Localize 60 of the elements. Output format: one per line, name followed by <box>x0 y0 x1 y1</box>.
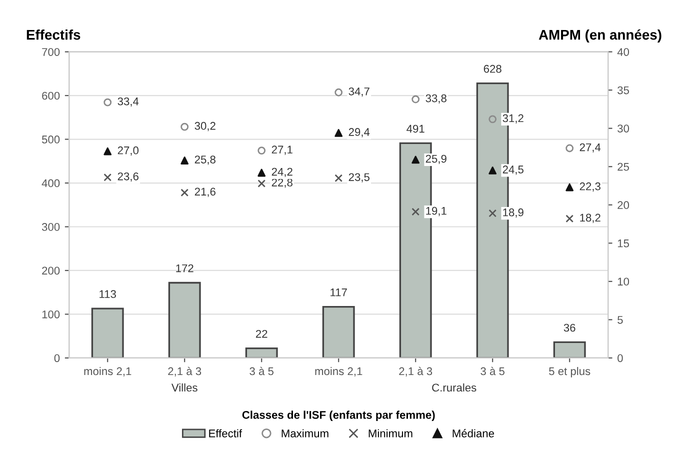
data-label: 27,1 <box>272 146 292 155</box>
x-tick-label: moins 2,1 <box>315 366 362 376</box>
data-label: 24,2 <box>272 168 292 178</box>
x-tick-label: 3 à 5 <box>480 366 504 376</box>
y2-tick-label: 30 <box>618 124 630 132</box>
data-label: 18,2 <box>580 214 600 223</box>
y-tick-label: 200 <box>42 266 60 275</box>
data-label: 29,4 <box>348 128 370 138</box>
y2-tick-label: 5 <box>618 316 623 324</box>
legend-label: Effectif <box>209 429 242 438</box>
y2-tick-label: 10 <box>618 278 630 286</box>
y-tick-label: 700 <box>42 48 60 56</box>
legend-label: Médiane <box>452 429 494 438</box>
y2-tick-label: 35 <box>618 86 629 94</box>
data-label: 23,5 <box>348 173 370 182</box>
data-label: 117 <box>330 288 347 296</box>
data-label: 25,8 <box>194 156 216 165</box>
data-label: 22 <box>256 330 268 338</box>
x-tick-label: 3 à 5 <box>250 366 274 376</box>
data-label: 33,8 <box>426 94 446 104</box>
data-label: 31,2 <box>502 114 524 124</box>
x-tick-label: 2,1 à 3 <box>399 366 432 376</box>
text: C.rurales <box>432 383 476 392</box>
data-label: 19,1 <box>426 206 446 216</box>
y2-tick-label: 25 <box>618 162 629 171</box>
y-tick-label: 0 <box>54 354 60 362</box>
y-tick-label: 400 <box>42 179 60 188</box>
x-tick-label: 5 et plus <box>549 366 590 378</box>
data-label: 27,4 <box>580 143 601 153</box>
data-label: 33,4 <box>118 97 139 107</box>
text: Villes <box>171 383 198 392</box>
data-label: 491 <box>406 124 424 133</box>
y2-tick-label: 40 <box>617 48 630 56</box>
y2-tick-label: 20 <box>618 201 630 210</box>
data-label: 23,6 <box>118 172 138 182</box>
x-tick-label: moins 2,1 <box>84 366 132 376</box>
data-label: 113 <box>100 290 116 298</box>
y-axis-title: Effectifs <box>26 30 80 40</box>
data-label: 34,7 <box>348 87 370 97</box>
data-label: 27,0 <box>118 146 139 156</box>
y2-axis-title: AMPM (en années) <box>538 29 662 42</box>
y-tick-label: 600 <box>42 92 60 100</box>
legend-label: Minimum <box>368 429 412 438</box>
data-label: 172 <box>176 264 194 272</box>
y-tick-label: 300 <box>42 223 60 231</box>
data-label: 25,9 <box>426 154 446 164</box>
data-label: 628 <box>484 64 502 73</box>
legend-label: Maximum <box>282 429 328 438</box>
data-label: 30,2 <box>194 122 216 132</box>
x-axis-title: Classes de l'ISF (enfants par femme) <box>242 410 435 422</box>
y-tick-label: 500 <box>42 136 60 144</box>
y2-tick-label: 15 <box>618 240 629 248</box>
y-tick-label: 100 <box>42 310 60 318</box>
data-label: 36 <box>564 324 576 332</box>
x-tick-label: 2,1 à 3 <box>168 366 202 376</box>
data-label: 24,5 <box>502 166 524 175</box>
data-label: 18,9 <box>503 208 524 218</box>
y2-tick-label: 0 <box>618 354 623 362</box>
data-label: 21,6 <box>194 188 216 197</box>
data-label: 22,3 <box>580 182 600 192</box>
